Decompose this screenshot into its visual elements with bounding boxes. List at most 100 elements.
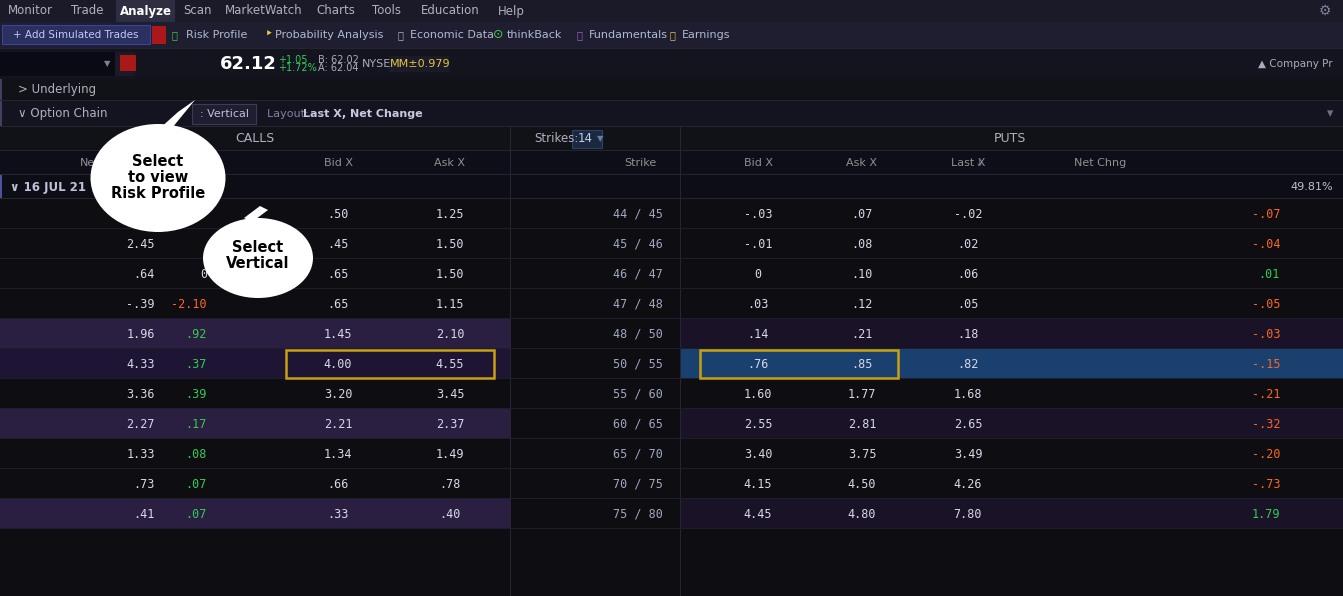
Text: .37: .37	[185, 358, 207, 371]
Text: .66: .66	[328, 477, 349, 491]
Text: .05: .05	[958, 297, 979, 311]
Text: .06: .06	[958, 268, 979, 281]
Bar	[0, 52, 115, 76]
Text: ▼: ▼	[598, 135, 603, 144]
Bar	[0, 101, 1, 127]
Text: -.73: -.73	[1252, 477, 1280, 491]
Text: 3.36: 3.36	[126, 387, 154, 401]
Text: 48 / 50: 48 / 50	[612, 327, 663, 340]
Text: Select: Select	[133, 154, 184, 169]
Bar	[1, 25, 150, 44]
Bar	[0, 319, 510, 349]
Bar	[680, 289, 1343, 319]
Bar	[680, 229, 1343, 259]
Bar	[192, 104, 257, 124]
Text: Scan: Scan	[183, 5, 211, 17]
Text: +1.72%: +1.72%	[278, 63, 317, 73]
Text: -.03: -.03	[1252, 327, 1280, 340]
Text: 2.55: 2.55	[744, 418, 772, 430]
Bar	[680, 379, 1343, 409]
Text: .02: .02	[958, 237, 979, 250]
Bar	[0, 228, 1343, 229]
Text: ▾: ▾	[1327, 107, 1334, 120]
Bar	[0, 468, 1343, 469]
Bar	[389, 56, 449, 72]
Bar	[0, 499, 510, 529]
Bar	[510, 259, 680, 289]
Bar	[0, 79, 1, 101]
Text: 4.26: 4.26	[954, 477, 982, 491]
Text: 1.25: 1.25	[435, 207, 465, 221]
Text: Charts: Charts	[316, 5, 355, 17]
Text: 70 / 75: 70 / 75	[612, 477, 663, 491]
Text: .78: .78	[439, 477, 461, 491]
Bar	[510, 229, 680, 259]
Text: 1.79: 1.79	[1252, 508, 1280, 520]
Bar	[0, 175, 1343, 199]
Bar	[0, 127, 1343, 151]
Bar	[0, 49, 1343, 79]
Text: 50 / 55: 50 / 55	[612, 358, 663, 371]
Text: Monitor: Monitor	[8, 5, 52, 17]
Text: .08: .08	[185, 448, 207, 461]
Bar	[680, 349, 1343, 379]
Bar	[510, 319, 680, 349]
Polygon shape	[244, 206, 269, 222]
Text: 4.80: 4.80	[847, 508, 876, 520]
Text: .01: .01	[1258, 268, 1280, 281]
Text: Earnings: Earnings	[682, 30, 731, 40]
Text: 4.33: 4.33	[126, 358, 154, 371]
Bar	[680, 259, 1343, 289]
Bar	[0, 22, 1343, 48]
Bar	[0, 289, 510, 319]
Text: Ask X: Ask X	[435, 158, 466, 168]
Text: 4.15: 4.15	[744, 477, 772, 491]
Bar	[0, 199, 510, 229]
Text: Vertical: Vertical	[226, 256, 290, 272]
Text: 0: 0	[200, 268, 207, 281]
Text: 100: 100	[128, 182, 149, 192]
Bar	[0, 198, 1343, 199]
Bar	[510, 349, 680, 379]
Text: .03: .03	[747, 297, 768, 311]
Bar	[510, 379, 680, 409]
Text: 2.21: 2.21	[324, 418, 352, 430]
Text: -.15: -.15	[1252, 358, 1280, 371]
Text: B: 62.02: B: 62.02	[318, 55, 359, 65]
Text: -.20: -.20	[1252, 448, 1280, 461]
Text: 2.65: 2.65	[954, 418, 982, 430]
Text: -.01: -.01	[744, 237, 772, 250]
Bar	[510, 409, 680, 439]
Text: .45: .45	[328, 237, 349, 250]
Bar	[0, 126, 1343, 127]
Text: 44 / 45: 44 / 45	[612, 207, 663, 221]
Text: A: 62.04: A: 62.04	[318, 63, 359, 73]
Bar	[0, 438, 1343, 439]
Text: NYSE: NYSE	[363, 59, 391, 69]
Text: ⊙: ⊙	[493, 29, 504, 42]
Bar	[680, 499, 1343, 529]
Text: -.39: -.39	[126, 297, 154, 311]
Text: -.05: -.05	[1252, 297, 1280, 311]
Text: .07: .07	[185, 508, 207, 520]
Text: ↓: ↓	[975, 158, 984, 168]
Text: -.13: -.13	[126, 207, 154, 221]
Text: Risk Profile: Risk Profile	[111, 187, 205, 201]
Text: to view: to view	[128, 170, 188, 185]
Text: CA: CA	[197, 158, 212, 168]
Text: 3.45: 3.45	[435, 387, 465, 401]
Text: .76: .76	[747, 358, 768, 371]
Text: 4.50: 4.50	[847, 477, 876, 491]
Text: +1.05: +1.05	[278, 55, 308, 65]
Text: 1.50: 1.50	[435, 237, 465, 250]
Bar	[0, 151, 1343, 175]
Bar	[0, 409, 510, 439]
Text: Probability Analysis: Probability Analysis	[275, 30, 383, 40]
Text: -.07: -.07	[1252, 207, 1280, 221]
Text: 1.50: 1.50	[435, 268, 465, 281]
Text: .14: .14	[747, 327, 768, 340]
Text: 2.81: 2.81	[847, 418, 876, 430]
Text: + Add Simulated Trades: + Add Simulated Trades	[13, 30, 138, 40]
Text: 🔥: 🔥	[172, 30, 177, 40]
Text: 60 / 65: 60 / 65	[612, 418, 663, 430]
